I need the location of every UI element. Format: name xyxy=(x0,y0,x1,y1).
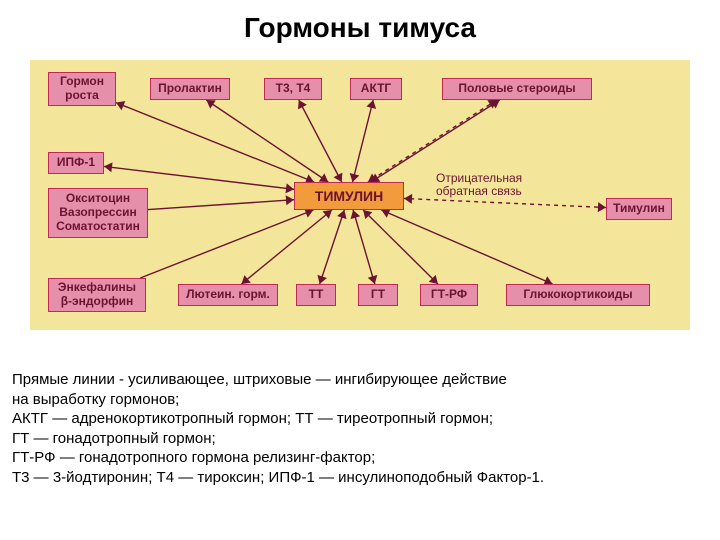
node-c: ТИМУЛИН xyxy=(294,182,404,210)
node-n_ster: Половые стероиды xyxy=(442,78,592,100)
node-n_gr: Гормон роста xyxy=(48,72,116,106)
legend-text: Прямые линии - усиливающее, штриховые — … xyxy=(12,370,708,487)
node-n_lg: Лютеин. горм. xyxy=(178,284,278,306)
node-n_aktg: АКТГ xyxy=(350,78,402,100)
node-n_enk: Энкефалины β-эндорфин xyxy=(48,278,146,312)
node-n_ipf: ИПФ-1 xyxy=(48,152,104,174)
node-n_gtrf: ГТ-РФ xyxy=(420,284,478,306)
node-n_gt: ГТ xyxy=(358,284,398,306)
node-n_prol: Пролактин xyxy=(150,78,230,100)
node-n_gluc: Глюкокортикоиды xyxy=(506,284,650,306)
node-n_oxy: Окситоцин Вазопрессин Соматостатин xyxy=(48,188,148,238)
node-n_t3t4: Т3, Т4 xyxy=(264,78,322,100)
node-n_tim: Тимулин xyxy=(606,198,672,220)
page-title: Гормоны тимуса xyxy=(0,12,720,44)
diagram: Гормон роста Пролактин Т3, Т4 АКТГ Половые с… xyxy=(30,60,690,330)
feedback-label: Отрицательная обратная связь xyxy=(436,172,522,198)
node-n_tt: ТТ xyxy=(296,284,336,306)
